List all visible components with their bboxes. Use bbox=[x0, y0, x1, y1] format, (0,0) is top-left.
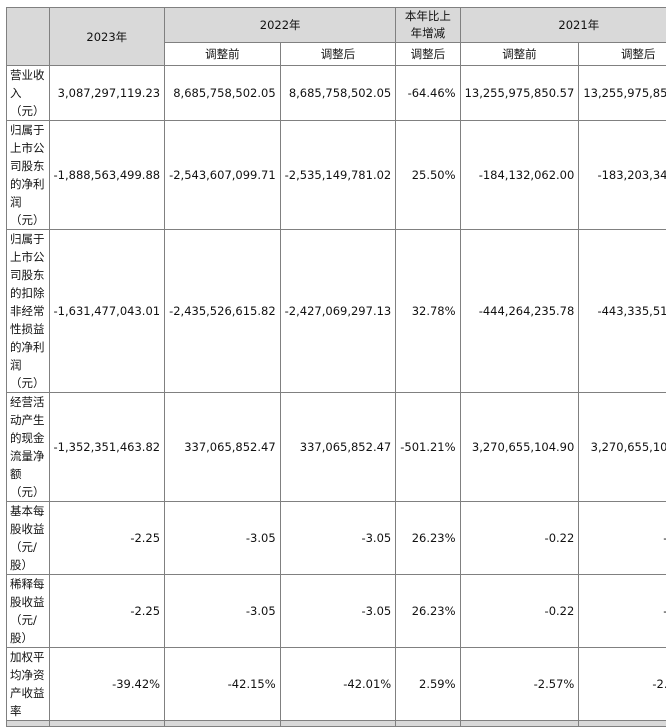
cell-2022-before: 8,685,758,502.05 bbox=[165, 66, 281, 121]
cell-2022-before: 337,065,852.47 bbox=[165, 393, 281, 502]
cell-2022-before: -42.15% bbox=[165, 648, 281, 721]
header-2021: 2021年 bbox=[460, 8, 666, 43]
financial-table: 2023年 2022年 本年比上年增减 2021年 调整前 调整后 调整后 调整… bbox=[6, 7, 666, 727]
subheader-2022-before: 调整前 bbox=[165, 43, 281, 66]
cell-2022-after: -2,427,069,297.13 bbox=[280, 230, 396, 393]
table-row: 基本每股收益（元/股） -2.25 -3.05 -3.05 26.23% -0.… bbox=[7, 502, 666, 575]
cell-2022-before: -3.05 bbox=[165, 502, 281, 575]
header-corner bbox=[7, 8, 50, 66]
cell-2022-before: -2,435,526,615.82 bbox=[165, 230, 281, 393]
cell-change: 26.23% bbox=[396, 575, 460, 648]
cell-2021-after: -2.57% bbox=[579, 648, 666, 721]
row-label: 稀释每股收益（元/股） bbox=[7, 575, 50, 648]
table-row: 归属于上市公司股东的扣除非经常性损益的净利润（元） -1,631,477,043… bbox=[7, 230, 666, 393]
header-2022: 2022年 bbox=[165, 8, 396, 43]
cell-2023: -2.25 bbox=[49, 502, 165, 575]
footer-cell bbox=[165, 721, 281, 727]
cell-2022-after: -3.05 bbox=[280, 502, 396, 575]
row-label: 归属于上市公司股东的扣除非经常性损益的净利润（元） bbox=[7, 230, 50, 393]
cell-2021-before: -444,264,235.78 bbox=[460, 230, 579, 393]
row-label: 基本每股收益（元/股） bbox=[7, 502, 50, 575]
subheader-2021-after: 调整后 bbox=[579, 43, 666, 66]
cell-2022-after: -42.01% bbox=[280, 648, 396, 721]
cell-2022-before: -3.05 bbox=[165, 575, 281, 648]
table-row: 加权平均净资产收益率 -39.42% -42.15% -42.01% 2.59%… bbox=[7, 648, 666, 721]
cell-2021-before: -0.22 bbox=[460, 575, 579, 648]
cell-2021-after: 13,255,975,850.57 bbox=[579, 66, 666, 121]
cell-change: 25.50% bbox=[396, 121, 460, 230]
cell-2022-before: -2,543,607,099.71 bbox=[165, 121, 281, 230]
cell-2021-after: -443,335,515.60 bbox=[579, 230, 666, 393]
footer-cell bbox=[396, 721, 460, 727]
cell-2022-after: 8,685,758,502.05 bbox=[280, 66, 396, 121]
cell-2021-before: -184,132,062.00 bbox=[460, 121, 579, 230]
cell-change: 26.23% bbox=[396, 502, 460, 575]
header-2023: 2023年 bbox=[49, 8, 165, 66]
subheader-change-after: 调整后 bbox=[396, 43, 460, 66]
subheader-2022-after: 调整后 bbox=[280, 43, 396, 66]
footer-cell bbox=[280, 721, 396, 727]
table-row: 经营活动产生的现金流量净额（元） -1,352,351,463.82 337,0… bbox=[7, 393, 666, 502]
footer-cell bbox=[460, 721, 579, 727]
cell-2023: -1,352,351,463.82 bbox=[49, 393, 165, 502]
cell-change: -501.21% bbox=[396, 393, 460, 502]
cell-change: 32.78% bbox=[396, 230, 460, 393]
cell-2021-after: -0.21 bbox=[579, 575, 666, 648]
cell-2023: -1,888,563,499.88 bbox=[49, 121, 165, 230]
cell-2023: -2.25 bbox=[49, 575, 165, 648]
cell-2023: -1,631,477,043.01 bbox=[49, 230, 165, 393]
cell-2023: -39.42% bbox=[49, 648, 165, 721]
footer-cell bbox=[7, 721, 50, 727]
table-row: 营业收入（元） 3,087,297,119.23 8,685,758,502.0… bbox=[7, 66, 666, 121]
cell-2022-after: 337,065,852.47 bbox=[280, 393, 396, 502]
row-label: 归属于上市公司股东的净利润（元） bbox=[7, 121, 50, 230]
table-row: 稀释每股收益（元/股） -2.25 -3.05 -3.05 26.23% -0.… bbox=[7, 575, 666, 648]
cell-2021-before: -2.57% bbox=[460, 648, 579, 721]
row-label: 营业收入（元） bbox=[7, 66, 50, 121]
cell-2021-before: 13,255,975,850.57 bbox=[460, 66, 579, 121]
cell-2021-before: -0.22 bbox=[460, 502, 579, 575]
footer-cell bbox=[49, 721, 165, 727]
cell-change: 2.59% bbox=[396, 648, 460, 721]
cell-2023: 3,087,297,119.23 bbox=[49, 66, 165, 121]
table-row: 归属于上市公司股东的净利润（元） -1,888,563,499.88 -2,54… bbox=[7, 121, 666, 230]
cell-2021-before: 3,270,655,104.90 bbox=[460, 393, 579, 502]
cell-2021-after: 3,270,655,104.90 bbox=[579, 393, 666, 502]
header-change: 本年比上年增减 bbox=[396, 8, 460, 43]
cell-2022-after: -2,535,149,781.02 bbox=[280, 121, 396, 230]
table-footer-strip bbox=[7, 721, 666, 727]
row-label: 经营活动产生的现金流量净额（元） bbox=[7, 393, 50, 502]
cell-2021-after: -183,203,341.82 bbox=[579, 121, 666, 230]
subheader-2021-before: 调整前 bbox=[460, 43, 579, 66]
cell-2022-after: -3.05 bbox=[280, 575, 396, 648]
row-label: 加权平均净资产收益率 bbox=[7, 648, 50, 721]
cell-change: -64.46% bbox=[396, 66, 460, 121]
footer-cell bbox=[579, 721, 666, 727]
cell-2021-after: -0.21 bbox=[579, 502, 666, 575]
